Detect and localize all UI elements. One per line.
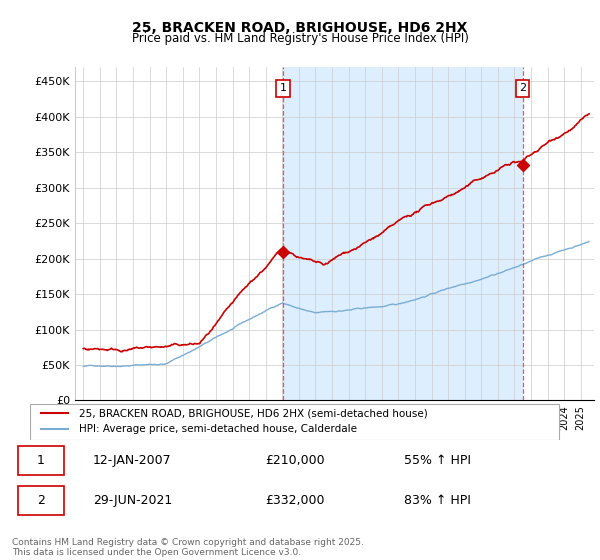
Text: £210,000: £210,000	[265, 454, 325, 467]
Text: 29-JUN-2021: 29-JUN-2021	[92, 494, 172, 507]
Text: HPI: Average price, semi-detached house, Calderdale: HPI: Average price, semi-detached house,…	[79, 424, 356, 435]
Text: 2: 2	[519, 83, 526, 94]
Text: £332,000: £332,000	[265, 494, 325, 507]
Text: 12-JAN-2007: 12-JAN-2007	[92, 454, 171, 467]
Text: 2: 2	[37, 494, 45, 507]
FancyBboxPatch shape	[18, 486, 64, 515]
Text: 25, BRACKEN ROAD, BRIGHOUSE, HD6 2HX (semi-detached house): 25, BRACKEN ROAD, BRIGHOUSE, HD6 2HX (se…	[79, 408, 427, 418]
Text: 55% ↑ HPI: 55% ↑ HPI	[404, 454, 470, 467]
Bar	[283, 67, 523, 400]
Text: 1: 1	[37, 454, 45, 467]
Text: 25, BRACKEN ROAD, BRIGHOUSE, HD6 2HX: 25, BRACKEN ROAD, BRIGHOUSE, HD6 2HX	[133, 21, 467, 35]
FancyBboxPatch shape	[18, 446, 64, 475]
Text: Price paid vs. HM Land Registry's House Price Index (HPI): Price paid vs. HM Land Registry's House …	[131, 32, 469, 45]
Text: 1: 1	[280, 83, 286, 94]
Text: Contains HM Land Registry data © Crown copyright and database right 2025.
This d: Contains HM Land Registry data © Crown c…	[12, 538, 364, 557]
Text: 83% ↑ HPI: 83% ↑ HPI	[404, 494, 470, 507]
FancyBboxPatch shape	[30, 404, 559, 440]
